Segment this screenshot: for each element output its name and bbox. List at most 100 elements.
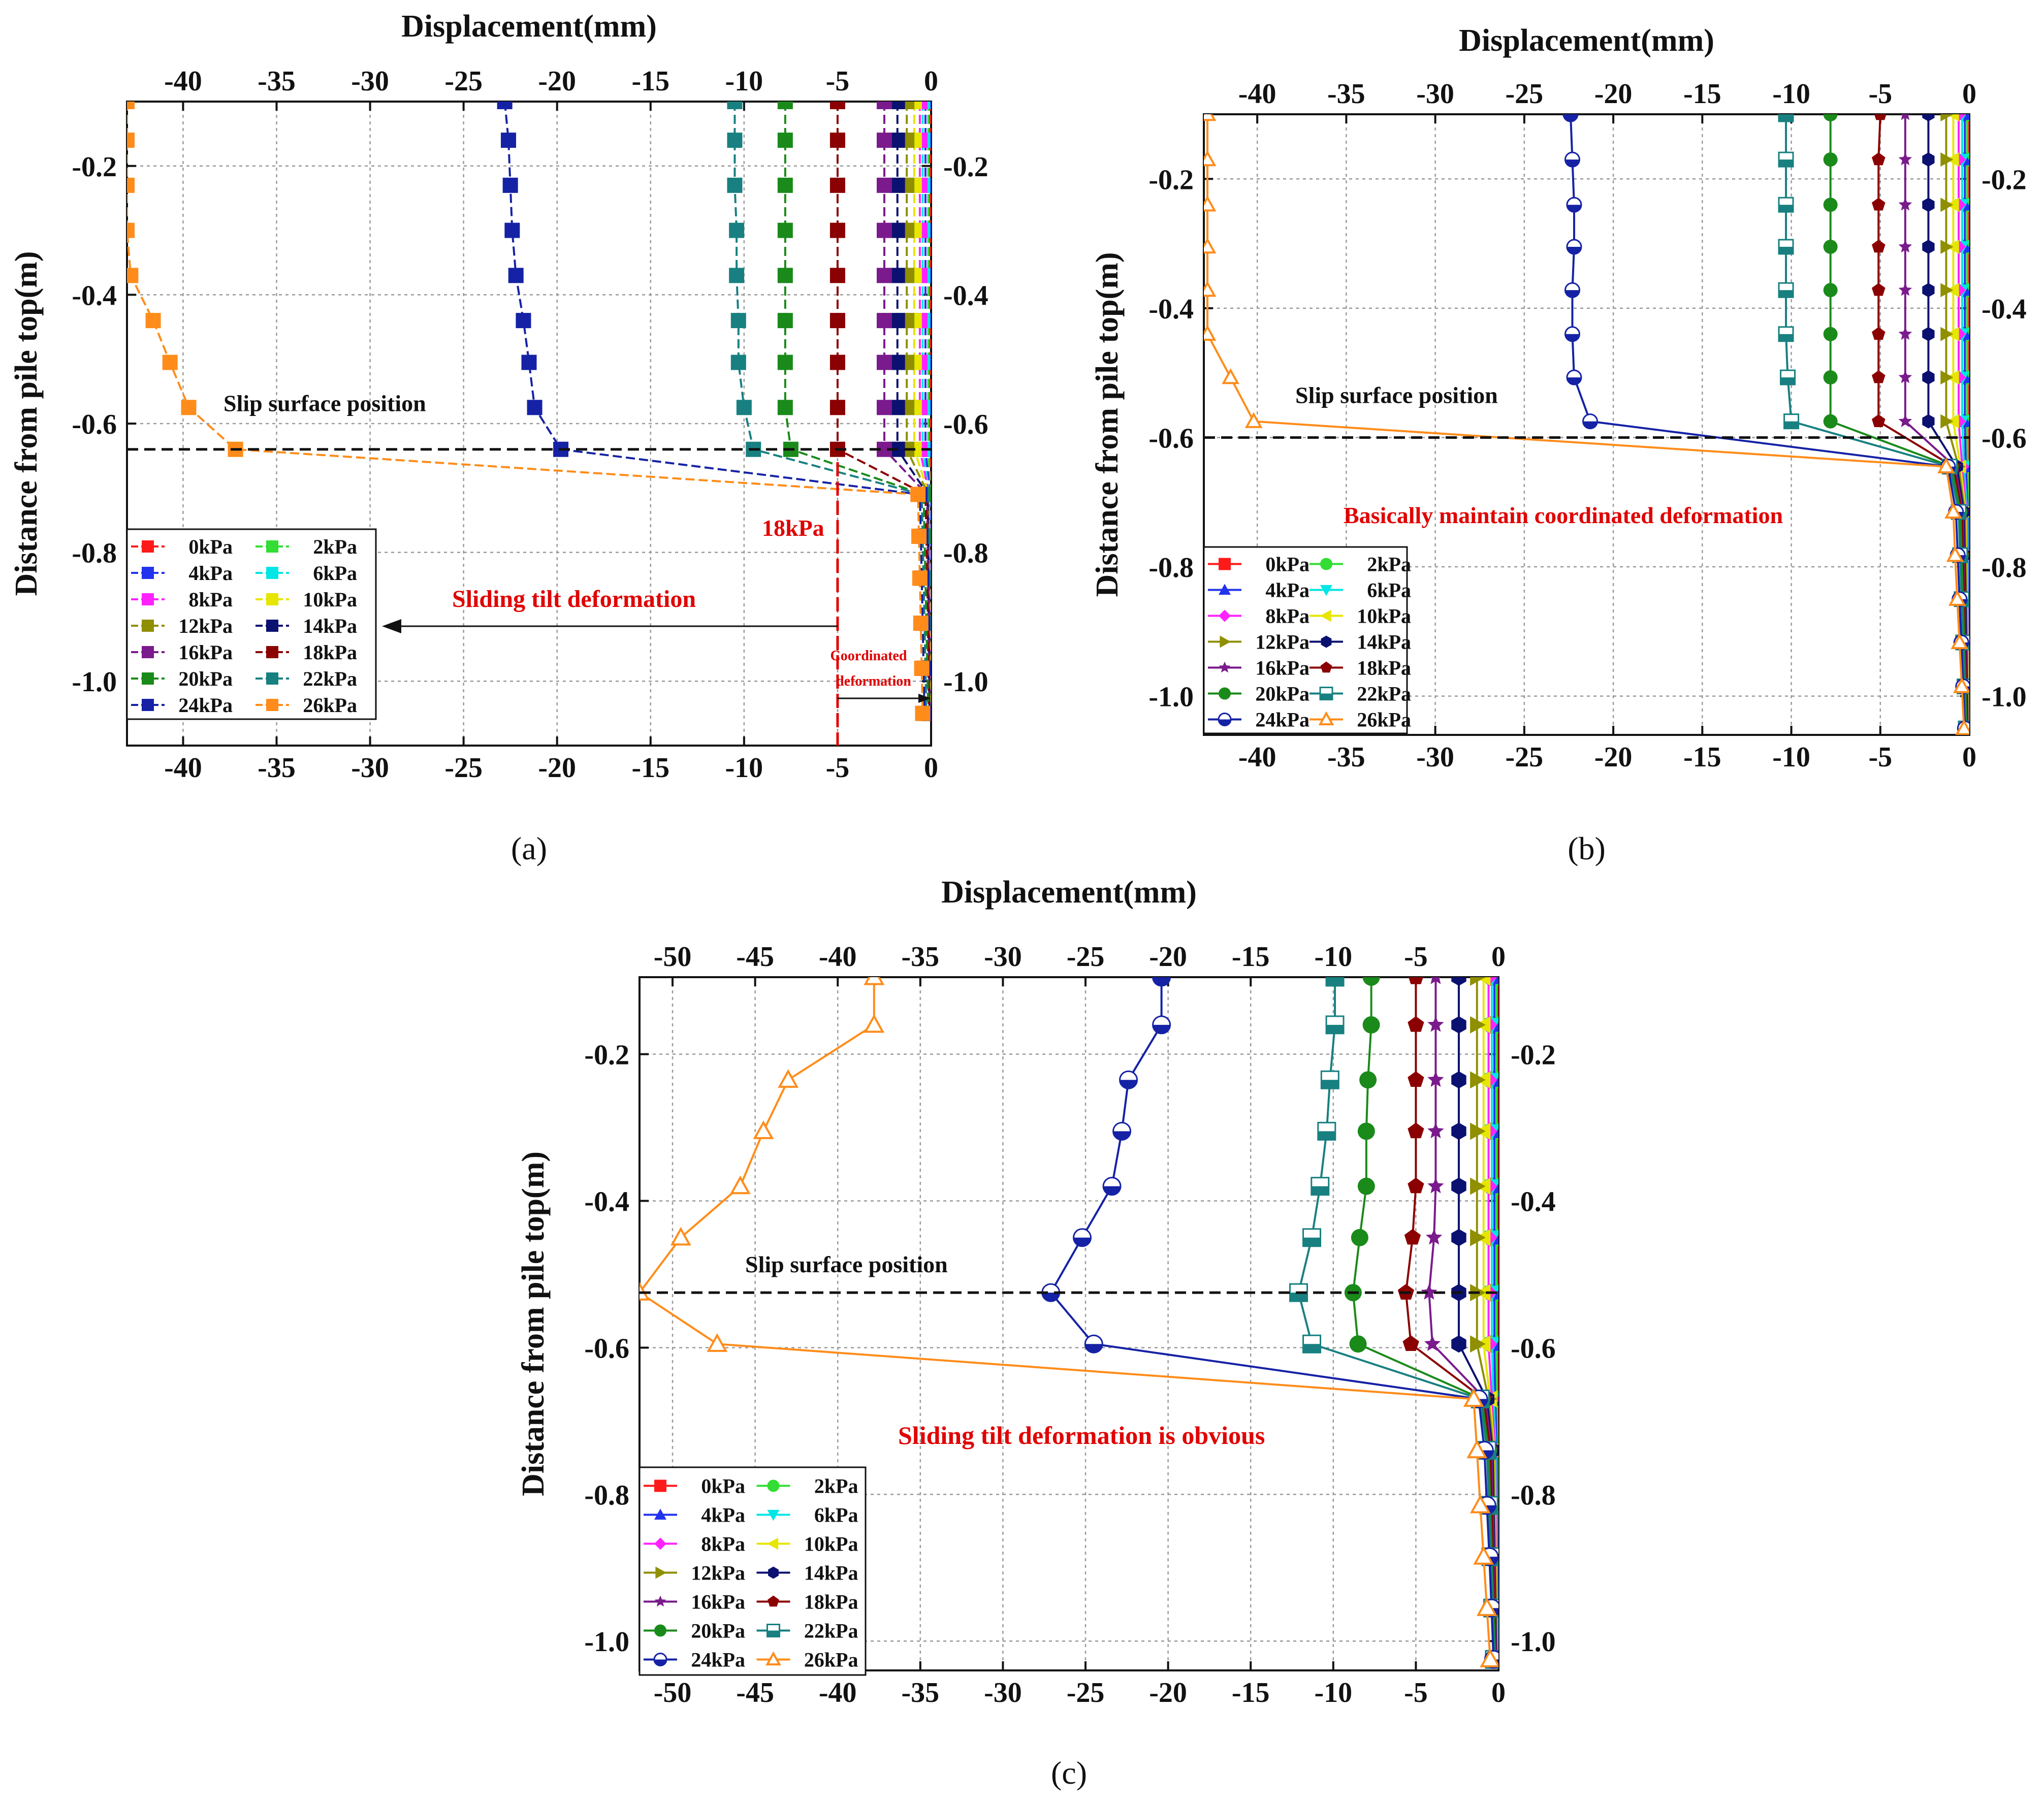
legend-label: 10kPa	[303, 588, 357, 611]
point-20kPa-7	[1349, 1335, 1367, 1353]
point-14kPa-7	[889, 400, 905, 415]
point-26kPa-2	[778, 1069, 799, 1088]
point-20kPa-0	[777, 102, 793, 109]
series-group	[640, 977, 1498, 1669]
x-tick-label-bottom: -10	[1314, 1677, 1352, 1709]
point-24kPa-3	[1112, 1121, 1132, 1141]
legend-swatch-marker	[654, 1479, 666, 1492]
legend-label: 4kPa	[188, 562, 233, 585]
y-tick-label-right: -1.0	[1982, 682, 2027, 713]
point-16kPa-3	[1427, 1122, 1444, 1139]
point-22kPa-4-fill	[1779, 290, 1794, 298]
point-12kPa-4	[1470, 1177, 1486, 1195]
point-16kPa-7	[876, 400, 892, 415]
legend-swatch-marker	[1318, 711, 1334, 726]
point-22kPa-6	[1780, 369, 1796, 385]
x-tick-label-bottom: -20	[1594, 742, 1633, 773]
y-axis-title: Distance from pile top(m)	[1090, 252, 1125, 597]
legend-label: 2kPa	[814, 1475, 858, 1498]
legend-item-10kPa: 10kPa	[756, 1533, 858, 1556]
y-tick-label-left: -0.2	[1148, 164, 1194, 196]
legend-label: 10kPa	[804, 1533, 858, 1556]
x-axis-title: Displacement(mm)	[401, 9, 657, 44]
point-22kPa-2-fill	[1321, 1080, 1339, 1089]
legend-swatch-marker	[768, 1566, 779, 1579]
point-26kPa-3	[1204, 237, 1217, 254]
point-20kPa-1	[1362, 1016, 1380, 1034]
legend-item-16kPa: 16kPa	[131, 641, 233, 664]
point-22kPa-5	[1778, 326, 1794, 342]
legend-item-8kPa: 8kPa	[1208, 605, 1310, 628]
legend-label: 2kPa	[1367, 553, 1411, 576]
legend-label: 4kPa	[1265, 579, 1310, 602]
point-24kPa-7	[1582, 413, 1599, 430]
point-26kPa-3	[127, 222, 135, 238]
y-tick-label-right: -0.6	[943, 409, 988, 440]
point-24kPa-6	[1566, 369, 1582, 385]
y-tick-label-right: -0.8	[1511, 1479, 1556, 1511]
point-16kPa-6	[876, 355, 892, 370]
x-tick-label-top: -15	[1683, 78, 1721, 110]
series-26kPa	[127, 102, 931, 721]
point-26kPa-11	[912, 570, 928, 586]
y-tick-label-left: -0.4	[1148, 294, 1194, 325]
point-24kPa-0-fill	[1563, 114, 1578, 122]
legend-swatch-marker	[142, 699, 154, 711]
legend-label: 24kPa	[691, 1649, 745, 1671]
point-16kPa-5	[876, 313, 892, 329]
x-tick-label-top: -15	[631, 66, 669, 97]
x-tick-label-top: -15	[1232, 941, 1270, 973]
slip-surface-label: Slip surface position	[745, 1251, 948, 1277]
x-tick-label-top: -25	[444, 66, 483, 97]
slip-surface-label: Slip surface position	[1295, 382, 1498, 408]
x-tick-label-bottom: 0	[1962, 742, 1976, 773]
y-axis-title: Distance from pile top(m)	[516, 1151, 551, 1496]
legend-label: 8kPa	[188, 588, 233, 611]
point-20kPa-6	[1823, 370, 1838, 385]
point-12kPa-5	[1940, 327, 1954, 341]
point-18kPa-3	[1871, 239, 1886, 253]
point-26kPa-3	[753, 1120, 774, 1139]
x-tick-label-top: -5	[826, 66, 850, 97]
legend-swatch-marker	[767, 1479, 780, 1492]
legend: 0kPa 2kPa 4kPa 6kPa 8kPa 10kPa 12kPa 14kPa 16kPa…	[1203, 546, 1411, 734]
legend: 0kPa 2kPa 4kPa 6kPa 8kPa 10kPa 12kPa 14kPa 16kPa…	[126, 528, 377, 720]
point-24kPa-6-fill	[1042, 1293, 1060, 1302]
point-22kPa-5	[730, 313, 746, 329]
point-12kPa-3	[1470, 1122, 1486, 1140]
legend-box	[1203, 546, 1408, 734]
x-tick-label-bottom: -15	[1683, 742, 1721, 773]
x-tick-label-top: -5	[1404, 941, 1428, 973]
point-26kPa-11	[1948, 590, 1966, 606]
legend-swatch-marker-fill	[1320, 693, 1332, 700]
legend-label: 22kPa	[303, 667, 357, 690]
legend-swatch-marker-fill	[654, 1659, 666, 1666]
point-18kPa-5	[1871, 327, 1886, 340]
point-22kPa-2	[727, 177, 743, 193]
legend-item-10kPa: 10kPa	[256, 588, 357, 611]
point-20kPa-2	[1359, 1071, 1377, 1089]
x-tick-label-top: -35	[258, 66, 296, 97]
legend-swatch-marker	[1219, 584, 1231, 595]
point-20kPa-4	[1357, 1177, 1375, 1195]
point-24kPa-0	[1152, 977, 1171, 987]
point-20kPa-4	[777, 268, 793, 283]
point-18kPa-4	[1871, 283, 1886, 296]
legend-label: 22kPa	[804, 1620, 858, 1642]
y-tick-label-left: -0.8	[1148, 552, 1194, 584]
point-26kPa-4	[1204, 281, 1217, 297]
point-16kPa-0	[1430, 977, 1441, 984]
point-24kPa-5	[1073, 1228, 1092, 1247]
point-12kPa-3	[1940, 239, 1954, 254]
x-tick-label-top: -10	[725, 66, 763, 97]
point-16kPa-0	[876, 102, 892, 109]
legend-swatch-marker	[1219, 687, 1231, 700]
legend-label: 18kPa	[303, 641, 357, 664]
legend-label: 18kPa	[804, 1591, 858, 1614]
legend-swatch-marker	[766, 1624, 780, 1637]
point-16kPa-7	[1898, 414, 1912, 427]
x-tick-label-top: -30	[984, 941, 1022, 973]
point-18kPa-2	[1871, 198, 1886, 211]
legend-swatch-marker	[1319, 687, 1333, 700]
point-24kPa-2	[1566, 197, 1582, 213]
